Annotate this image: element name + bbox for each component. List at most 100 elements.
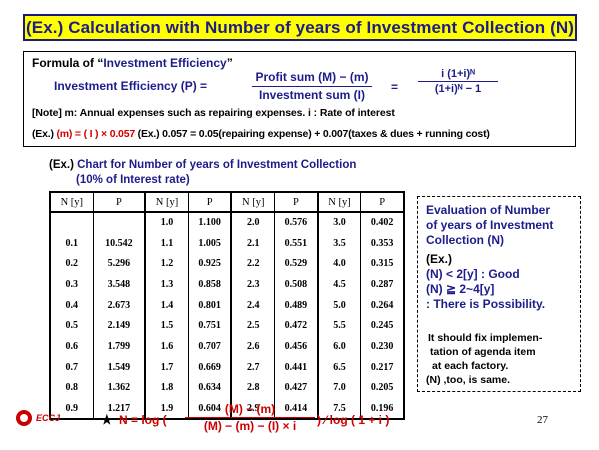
formula-equals: = — [391, 80, 399, 94]
p-value-cell: 0.245 — [360, 315, 404, 337]
n-years-cell: 1.6 — [144, 336, 189, 357]
p-value-cell: 1.362 — [92, 377, 146, 399]
chart-heading: (Ex.) Chart for Number of years of Inves… — [49, 159, 357, 186]
p-value-cell: 0.315 — [360, 253, 404, 275]
eccj-logo: ECCJ — [16, 410, 60, 426]
page-number: 27 — [537, 414, 548, 426]
col-header: P — [360, 191, 405, 213]
col-header: N [y] — [316, 191, 362, 213]
table-row: 0.6 1.799 1.6 0.707 2.6 0.456 6.0 0.230 — [49, 336, 404, 357]
table-row: 0.5 2.149 1.5 0.751 2.5 0.472 5.5 0.245 — [49, 315, 404, 337]
p-value-cell: 0.264 — [360, 294, 404, 316]
formula-example: (Ex.) (m) = ( I ) × 0.057 (Ex.) 0.057 = … — [32, 128, 490, 140]
p-value-cell: 0.402 — [360, 212, 404, 233]
p-value-cell: 0.508 — [274, 274, 318, 295]
n-years-cell: 2.7 — [230, 356, 275, 378]
table-row: 0.2 5.296 1.2 0.925 2.2 0.529 4.0 0.315 — [49, 253, 404, 275]
n-years-cell: 1.2 — [144, 253, 189, 275]
formula-fraction-1: Profit sum (M) − (m) Investment sum (I) — [252, 70, 372, 102]
n-years-cell: 2.3 — [230, 274, 275, 295]
col-header: P — [187, 191, 232, 213]
n-years-cell: 3.5 — [316, 232, 361, 254]
p-value-cell: 0.551 — [274, 232, 318, 254]
n-years-cell: 0.9 — [49, 398, 94, 419]
p-value-cell: 0.456 — [274, 336, 318, 357]
p-value-cell: 0.707 — [187, 336, 232, 357]
p-value-cell: 3.548 — [92, 274, 146, 295]
p-value-cell: 0.529 — [274, 253, 318, 275]
p-value-cell: 0.634 — [187, 377, 232, 399]
formula-heading: Formula of “Investment Efficiency” — [32, 56, 233, 70]
col-header: N [y] — [230, 191, 276, 213]
p-value-cell: 0.196 — [360, 398, 404, 419]
p-value-cell: 0.801 — [187, 294, 232, 316]
eccj-logo-icon — [16, 410, 32, 426]
formula-box: Formula of “Investment Efficiency” Inves… — [23, 51, 576, 147]
n-years-cell: 6.5 — [316, 356, 361, 378]
n-years-cell: 0.3 — [49, 274, 94, 295]
p-value-cell: 0.489 — [274, 294, 318, 316]
p-value-cell: 10.542 — [92, 232, 146, 254]
n-years-cell: 2.5 — [230, 315, 275, 337]
p-value-cell: 1.799 — [92, 336, 146, 357]
col-header: P — [92, 191, 146, 213]
table-row: 0.4 2.673 1.4 0.801 2.4 0.489 5.0 0.264 — [49, 294, 404, 316]
n-years-cell: 1.1 — [144, 232, 189, 254]
table-row: 0.3 3.548 1.3 0.858 2.3 0.508 4.5 0.287 — [49, 274, 404, 295]
p-value-cell: 2.673 — [92, 294, 146, 316]
p-value-cell: 0.751 — [187, 315, 232, 337]
p-value-cell: 0.230 — [360, 336, 404, 357]
table-row: 0.7 1.549 1.7 0.669 2.7 0.441 6.5 0.217 — [49, 356, 404, 378]
n-years-cell: 2.4 — [230, 294, 275, 316]
p-value-cell: 1.005 — [187, 232, 232, 254]
p-value-cell: 1.549 — [92, 356, 146, 378]
n-years-cell: 1.0 — [144, 212, 189, 233]
n-years-cell: 2.1 — [230, 232, 275, 254]
p-value-cell: 0.669 — [187, 356, 232, 378]
n-years-cell: 0.1 — [49, 232, 94, 254]
n-years-cell: 1.5 — [144, 315, 189, 337]
col-header: N [y] — [144, 191, 189, 213]
n-years-cell: 2.0 — [230, 212, 275, 233]
years-formula-fraction: (M) − (m) (M) − (m) − (I) × i — [185, 402, 315, 433]
n-years-cell: 2.2 — [230, 253, 275, 275]
n-years-cell: 2.8 — [230, 377, 275, 399]
evaluation-note: It should fix implemen- tation of agenda… — [426, 332, 543, 386]
evaluation-box: Evaluation of Number of years of Investm… — [417, 196, 581, 392]
n-years-cell: 5.0 — [316, 294, 361, 316]
n-years-cell: 1.3 — [144, 274, 189, 295]
n-years-cell: 0.5 — [49, 315, 94, 337]
n-years-cell: 5.5 — [316, 315, 361, 337]
table-header-row: N [y] P N [y] P N [y] P N [y] P — [49, 191, 405, 213]
formula-lhs: Investment Efficiency (P) = — [54, 79, 208, 93]
n-years-cell: 2.6 — [230, 336, 275, 357]
table-row: 0.1 10.542 1.1 1.005 2.1 0.551 3.5 0.353 — [49, 232, 404, 254]
n-years-cell — [49, 212, 94, 233]
col-header: P — [274, 191, 319, 213]
p-value-cell: 0.576 — [274, 212, 318, 233]
p-value-cell: 2.149 — [92, 315, 146, 337]
p-value-cell: 1.100 — [187, 212, 232, 233]
n-years-cell: 7.5 — [316, 398, 361, 419]
p-value-cell: 0.441 — [274, 356, 318, 378]
years-formula: ★ N = log ( (M) − (m) (M) − (m) − (I) × … — [101, 402, 390, 433]
p-value-cell: 0.414 — [274, 398, 318, 419]
n-years-cell: 0.7 — [49, 356, 94, 378]
table-row: 0.9 1.217 1.9 0.604 2.9 0.414 7.5 0.196 — [49, 398, 404, 419]
n-years-cell: 4.5 — [316, 274, 361, 295]
n-years-cell: 2.9 — [230, 398, 275, 419]
col-header: N [y] — [49, 191, 94, 213]
table-row: 1.0 1.100 2.0 0.576 3.0 0.402 — [49, 212, 404, 233]
formula-note: [Note] m: Annual expenses such as repair… — [32, 107, 395, 119]
n-years-cell: 1.7 — [144, 356, 189, 378]
p-value-cell: 0.353 — [360, 232, 404, 254]
p-value-cell: 0.427 — [274, 377, 318, 399]
evaluation-title: Evaluation of Number of years of Investm… — [426, 203, 554, 247]
n-years-cell: 6.0 — [316, 336, 361, 357]
p-value-cell: 0.287 — [360, 274, 404, 295]
p-value-cell: 0.858 — [187, 274, 232, 295]
p-value-cell: 5.296 — [92, 253, 146, 275]
n-years-cell: 0.4 — [49, 294, 94, 316]
n-years-cell: 1.4 — [144, 294, 189, 316]
p-value-cell: 0.925 — [187, 253, 232, 275]
